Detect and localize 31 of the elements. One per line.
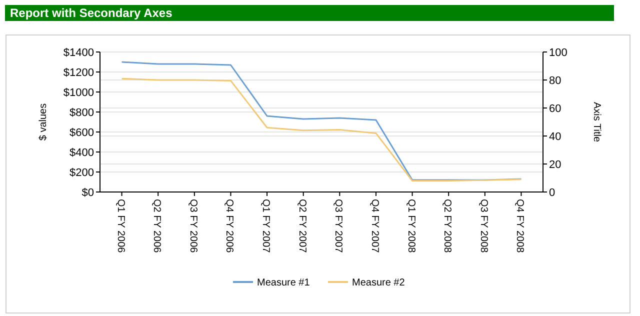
chart-title: Report with Secondary Axes [10, 6, 173, 20]
x-tick-label: Q2 FY 2006 [151, 199, 162, 254]
y2-tick-label: 20 [549, 158, 562, 171]
y2-tick-label: 0 [549, 186, 556, 199]
y-tick-label: $1400 [63, 46, 94, 59]
x-tick-label: Q3 FY 2006 [187, 199, 198, 254]
y-tick-label: $1000 [63, 86, 94, 99]
x-tick-label: Q1 FY 2007 [260, 199, 272, 254]
x-tick-label: Q1 FY 2008 [405, 199, 416, 254]
y-axis-title: $ values [38, 103, 49, 141]
x-tick-label: Q4 FY 2006 [224, 199, 235, 254]
legend-label: Measure #2 [352, 278, 406, 288]
x-tick-label: Q2 FY 2008 [442, 199, 453, 254]
x-tick-label: Q2 FY 2007 [296, 199, 308, 254]
y-tick-label: $800 [70, 106, 94, 119]
y-tick-label: $1200 [63, 66, 94, 79]
y-tick-label: $0 [82, 186, 94, 199]
y2-tick-label: 60 [549, 102, 562, 115]
y2-axis-title: Axis Title [591, 102, 602, 142]
legend-label: Measure #1 [257, 278, 310, 288]
x-tick-label: Q4 FY 2008 [514, 199, 526, 254]
x-tick-label: Q3 FY 2007 [332, 199, 344, 254]
x-tick-label: Q1 FY 2006 [114, 199, 126, 254]
y-tick-label: $600 [70, 126, 94, 139]
x-tick-label: Q3 FY 2008 [478, 199, 489, 254]
y2-tick-label: 40 [549, 130, 562, 143]
y2-tick-label: 80 [549, 74, 562, 87]
y-tick-label: $200 [70, 166, 94, 179]
x-tick-label: Q4 FY 2007 [368, 199, 380, 254]
y2-tick-label: 100 [549, 46, 568, 59]
y-tick-label: $400 [70, 146, 94, 159]
